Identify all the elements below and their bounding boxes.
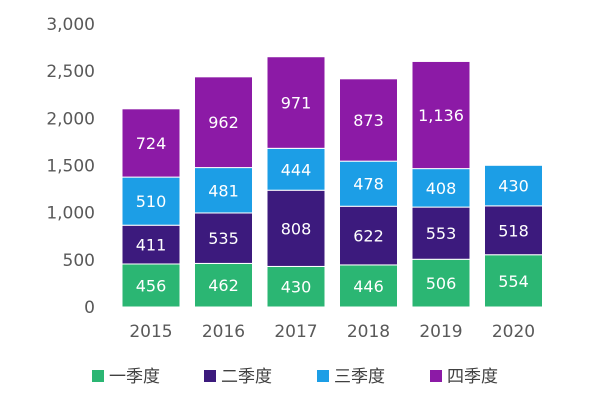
- data-label: 622: [353, 227, 384, 246]
- bar-segment: [266, 189, 326, 267]
- data-label: 1,136: [418, 106, 464, 125]
- x-tick-label: 2019: [419, 322, 462, 342]
- legend: 一季度 二季度 三季度 四季度: [92, 367, 498, 387]
- bar-segment: [194, 262, 253, 308]
- data-label: 724: [136, 134, 167, 153]
- bar-segment: [411, 60, 471, 170]
- y-tick-label: 2,000: [46, 109, 95, 129]
- legend-swatch: [204, 370, 216, 382]
- bar-segment: [339, 264, 398, 308]
- bar-segment: [411, 258, 471, 308]
- bar-segment: [266, 265, 326, 308]
- bar-segment: [266, 147, 326, 191]
- x-tick-label: 2015: [129, 322, 172, 342]
- bar-segment: [411, 206, 471, 260]
- data-label: 456: [136, 276, 167, 295]
- data-label: 446: [353, 277, 384, 296]
- legend-item: 一季度: [92, 367, 160, 387]
- bar-segment: [339, 160, 398, 207]
- bar-segment: [411, 168, 471, 208]
- x-tick-label: 2020: [492, 322, 535, 342]
- y-tick-label: 3,000: [46, 15, 95, 35]
- data-label: 430: [498, 177, 529, 196]
- data-label: 481: [208, 181, 239, 200]
- legend-label: 三季度: [334, 367, 385, 387]
- bars: [121, 56, 543, 308]
- legend-swatch: [92, 370, 104, 382]
- data-label: 430: [281, 278, 312, 297]
- y-tick-label: 0: [84, 298, 95, 318]
- legend-swatch: [430, 370, 442, 382]
- data-label: 411: [136, 236, 167, 255]
- data-label: 408: [426, 179, 457, 198]
- data-label: 971: [281, 94, 312, 113]
- data-label: 478: [353, 175, 384, 194]
- legend-swatch: [317, 370, 329, 382]
- y-tick-label: 1,000: [46, 204, 95, 224]
- bar-segment: [194, 212, 253, 264]
- legend-item: 二季度: [204, 367, 272, 387]
- legend-label: 一季度: [109, 367, 160, 387]
- y-tick-label: 1,500: [46, 157, 95, 177]
- x-axis: 2015 2016 2017 2018 2019 2020: [129, 322, 535, 342]
- x-tick-label: 2017: [274, 322, 317, 342]
- data-label: 962: [208, 113, 239, 132]
- data-label: 808: [281, 219, 312, 238]
- data-label: 510: [136, 192, 167, 211]
- bar-segment: [484, 164, 543, 207]
- data-label: 506: [426, 274, 457, 293]
- y-axis: 0 500 1,000 1,500 2,000 2,500 3,000: [46, 15, 95, 318]
- legend-label: 四季度: [447, 367, 498, 387]
- x-tick-label: 2018: [347, 322, 390, 342]
- bar-segment: [121, 108, 181, 178]
- y-tick-label: 500: [63, 251, 95, 271]
- data-labels: 456 411 510 724 462 535 481 962 430 808 444 971 446 6…: [136, 94, 529, 297]
- data-label: 518: [498, 221, 529, 240]
- x-tick-label: 2016: [202, 322, 245, 342]
- bar-segment: [121, 263, 181, 308]
- data-label: 535: [208, 229, 239, 248]
- data-label: 873: [353, 111, 384, 130]
- y-tick-label: 2,500: [46, 62, 95, 82]
- data-label: 462: [208, 276, 239, 295]
- data-label: 444: [281, 160, 312, 179]
- bar-segment: [339, 78, 398, 162]
- legend-label: 二季度: [221, 367, 272, 387]
- legend-item: 三季度: [317, 367, 385, 387]
- bar-segment: [194, 167, 253, 214]
- bar-segment: [484, 254, 543, 308]
- legend-item: 四季度: [430, 367, 498, 387]
- bar-segment: [121, 224, 181, 265]
- bar-segment: [266, 56, 326, 149]
- data-label: 554: [498, 272, 529, 291]
- data-label: 553: [426, 224, 457, 243]
- bar-segment: [194, 76, 253, 169]
